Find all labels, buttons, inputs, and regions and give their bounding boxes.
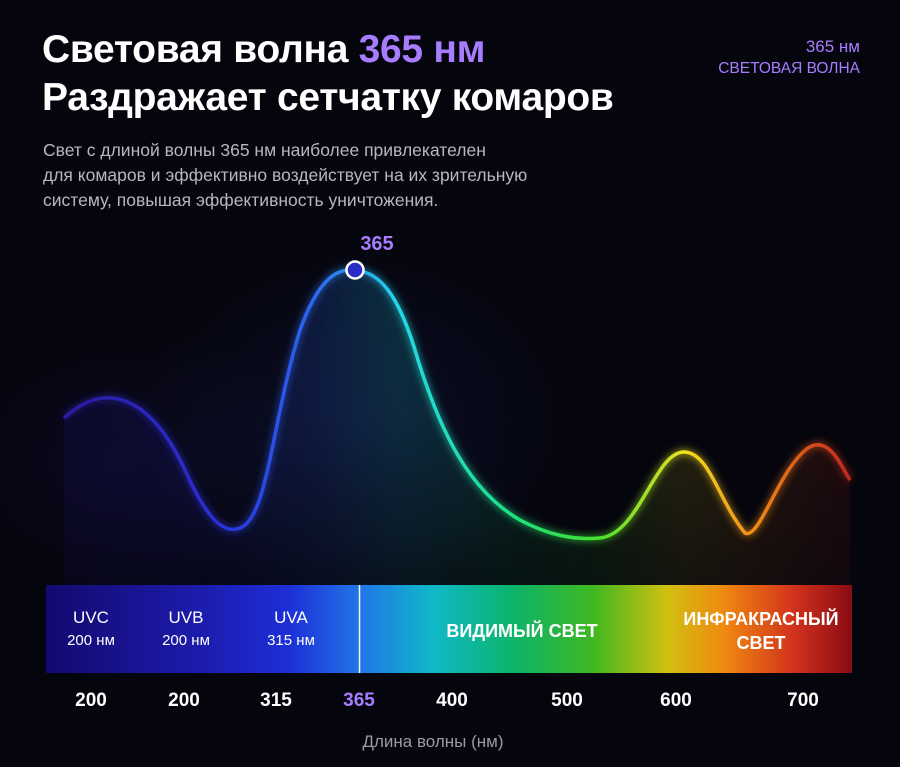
tick-label-highlighted: 365 [343,690,375,711]
subtitle-line-1: Свет с длиной волны 365 нм наиболее прив… [43,140,486,160]
spectrum-curve [62,268,852,541]
band-uvc-range: 200 нм [67,632,115,649]
tick-label: 315 [260,690,292,711]
title-line-2: Раздражает сетчатку комаров [42,76,614,119]
spectrum-band [46,585,852,673]
band-uvc-name: UVC [73,608,109,627]
tick-label: 200 [75,690,107,711]
x-axis-label: Длина волны (нм) [362,732,504,751]
page-title: Световая волна 365 нм Раздражает сетчатк… [42,26,614,122]
band-uvb: UVB 200 нм [145,606,227,652]
band-uvb-name: UVB [168,608,204,627]
subtitle-line-2: для комаров и эффективно воздействует на… [43,165,528,185]
curve-fill [64,269,850,585]
band-infrared: ИНФРАКРАСНЫЙ СВЕТ [683,609,839,653]
subtitle: Свет с длиной волны 365 нм наиболее прив… [43,138,643,213]
tick-label: 600 [660,690,692,711]
title-line-1: Световая волна 365 нм [42,26,614,74]
band-uvb-range: 200 нм [162,632,210,649]
title-prefix: Световая волна [42,28,359,71]
badge-line-1: 365 нм [805,37,860,56]
band-uva: UVA 315 нм [250,606,332,652]
peak-label: 365 [360,233,394,255]
band-uvc: UVC 200 нм [50,606,132,652]
band-visible: ВИДИМЫЙ СВЕТ [446,621,598,641]
badge-line-2: СВЕТОВАЯ ВОЛНА [718,60,860,77]
tick-label: 200 [168,690,200,711]
title-accent: 365 нм [358,28,486,71]
band-uva-name: UVA [274,608,308,627]
tick-label: 400 [436,690,468,711]
tick-label: 700 [787,690,819,711]
band-uva-range: 315 нм [267,632,315,649]
subtitle-line-3: систему, повышая эффективность уничтожен… [43,190,439,210]
tick-label: 500 [551,690,583,711]
wavelength-badge: 365 нм СВЕТОВАЯ ВОЛНА [718,36,860,80]
peak-marker [345,260,365,280]
